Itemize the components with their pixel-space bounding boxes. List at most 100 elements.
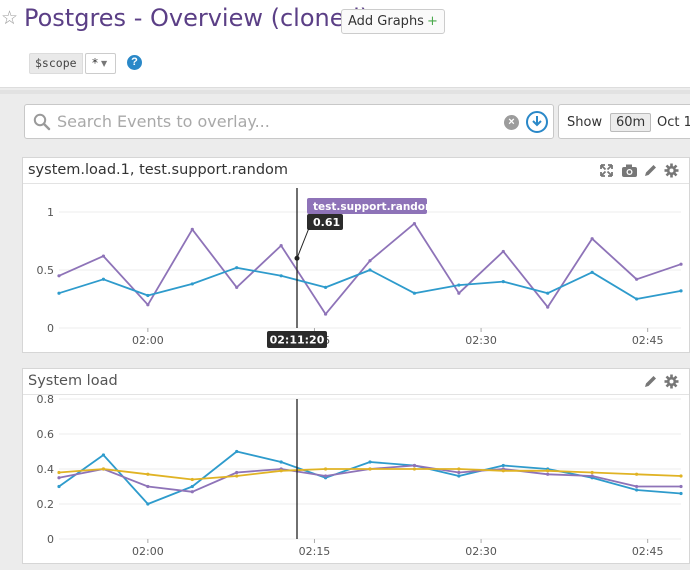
data-point — [634, 484, 639, 489]
data-point — [546, 472, 550, 476]
data-point — [323, 312, 328, 316]
chart-system-load[interactable]: 0 0.2 0.4 0.6 0.8 02:00 02:15 02:30 02:45 — [23, 369, 690, 565]
data-point — [634, 488, 639, 492]
date-picker[interactable]: Oct 1 — [657, 115, 690, 130]
data-point — [412, 467, 417, 471]
pencil-icon[interactable] — [643, 163, 658, 178]
data-point — [412, 222, 417, 226]
data-point — [101, 254, 106, 258]
x-tick-label: 02:30 — [465, 545, 497, 558]
data-point — [279, 460, 283, 464]
scope-select[interactable]: * ▼ — [85, 53, 116, 74]
data-point — [457, 470, 461, 475]
data-point — [679, 484, 683, 489]
dashboard-header: ☆ Postgres - Overview (cloned) Add Graph… — [0, 0, 690, 88]
tooltip-series-badge — [307, 198, 427, 214]
gear-icon[interactable] — [664, 163, 679, 178]
x-tick-label: 02:30 — [465, 334, 497, 347]
data-point — [634, 297, 639, 301]
search-icon — [33, 113, 51, 131]
tooltip-series-name: test.support.random — [313, 201, 436, 213]
data-point — [235, 266, 239, 270]
data-point — [546, 305, 550, 309]
data-point — [412, 291, 417, 295]
tooltip-value-badge — [307, 214, 343, 230]
data-point — [590, 270, 594, 274]
show-label: Show — [567, 115, 603, 130]
data-point — [146, 472, 150, 476]
data-point — [190, 490, 194, 494]
x-tick-label: 02:00 — [132, 545, 164, 558]
timeframe-button[interactable]: 60m — [610, 113, 652, 132]
data-point — [368, 467, 372, 471]
data-point — [190, 282, 194, 286]
data-point — [57, 476, 61, 480]
graph-title: system.load.1, test.support.random — [28, 162, 289, 178]
y-tick-label: 0.6 — [37, 428, 55, 441]
scope-select-value: * — [92, 56, 98, 70]
data-point — [190, 477, 194, 482]
data-point — [457, 291, 461, 295]
gear-icon[interactable] — [664, 374, 679, 389]
series-line-blue — [58, 450, 682, 505]
header-divider — [0, 90, 690, 94]
data-point — [57, 291, 61, 295]
y-tick-label: 1 — [47, 206, 54, 219]
data-point — [679, 491, 683, 496]
data-point — [323, 285, 328, 289]
tooltip-value: 0.61 — [313, 216, 340, 229]
data-point — [368, 460, 372, 464]
expand-icon[interactable] — [599, 163, 614, 178]
y-tick-label: 0.2 — [37, 498, 55, 511]
data-point — [101, 277, 106, 281]
tooltip-leader — [296, 227, 310, 259]
data-point — [368, 259, 372, 263]
x-tick-label: 02:45 — [632, 334, 664, 347]
overlay-events-icon[interactable] — [526, 111, 548, 133]
data-point — [146, 293, 150, 298]
data-point — [279, 274, 283, 278]
data-point — [57, 274, 61, 278]
data-point — [634, 472, 639, 476]
plus-icon: + — [426, 14, 438, 29]
y-tick-label: 0 — [47, 322, 54, 335]
add-graphs-label: Add Graphs — [348, 14, 424, 29]
data-point — [146, 484, 150, 489]
data-point — [57, 470, 61, 475]
data-point — [368, 268, 372, 272]
graph-panel-load-random: system.load.1, test.support.random 0 0.5 1… — [22, 157, 690, 353]
event-search-bar: × — [24, 104, 554, 139]
data-point — [101, 453, 106, 457]
x-tick-label: 02:00 — [132, 334, 164, 347]
caret-down-icon: ▼ — [101, 59, 108, 68]
page-title: Postgres - Overview (cloned) — [24, 4, 370, 32]
event-search-input[interactable] — [57, 106, 512, 137]
pencil-icon[interactable] — [643, 374, 658, 389]
title-divider — [23, 183, 689, 184]
data-point — [146, 303, 150, 307]
data-point — [190, 484, 194, 489]
help-icon[interactable]: ? — [127, 55, 142, 70]
star-icon[interactable]: ☆ — [1, 7, 19, 29]
cursor-time-badge — [267, 331, 327, 348]
clear-icon[interactable]: × — [504, 115, 519, 130]
data-point — [590, 237, 594, 241]
y-tick-label: 0 — [47, 533, 54, 546]
camera-icon[interactable] — [621, 163, 638, 178]
data-point — [634, 277, 639, 281]
data-point — [101, 467, 106, 471]
y-tick-label: 0.8 — [37, 393, 55, 406]
y-tick-label: 0.5 — [37, 264, 55, 277]
data-point — [457, 474, 461, 478]
data-point — [501, 469, 505, 473]
graph-panel-system-load: System load 0 0.2 0.4 0.6 0.8 02:00 02:15 02:30… — [22, 368, 690, 564]
series-line-blue — [58, 266, 682, 300]
data-point — [679, 262, 683, 266]
tooltip-point — [294, 255, 300, 261]
add-graphs-button[interactable]: Add Graphs + — [341, 9, 445, 34]
y-tick-label: 0.4 — [37, 463, 55, 476]
title-divider — [23, 394, 689, 395]
chart-load-random[interactable]: 00.5102:0002:1502:3002:45test.support.ra… — [23, 158, 690, 354]
data-point — [590, 470, 594, 475]
